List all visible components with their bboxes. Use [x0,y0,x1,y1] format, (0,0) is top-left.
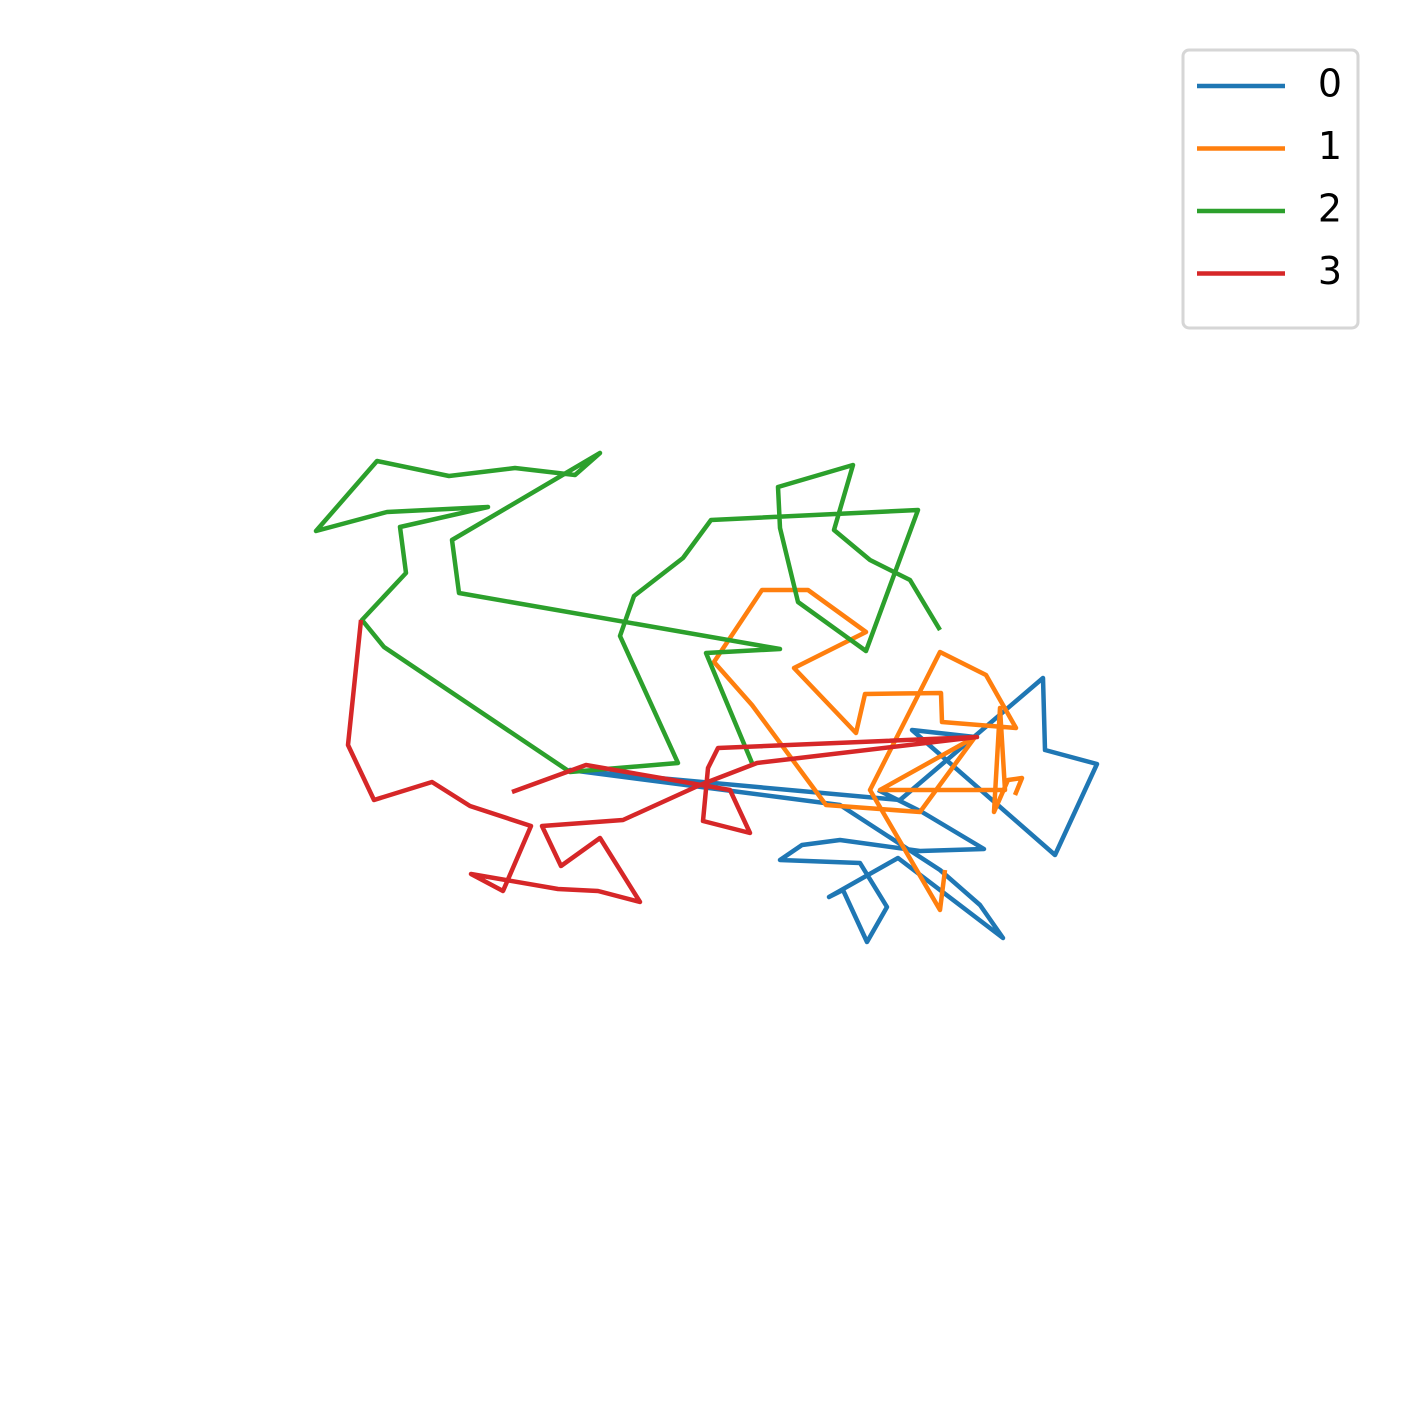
legend-label: 0 [1318,62,1342,106]
legend-label: 3 [1318,249,1342,293]
series-line [313,450,942,775]
series-line [567,675,1100,945]
series-line [345,619,980,905]
legend-label: 2 [1318,187,1342,231]
legend-box [1181,48,1360,330]
series-line [711,587,1025,913]
legend-label: 1 [1318,124,1342,168]
